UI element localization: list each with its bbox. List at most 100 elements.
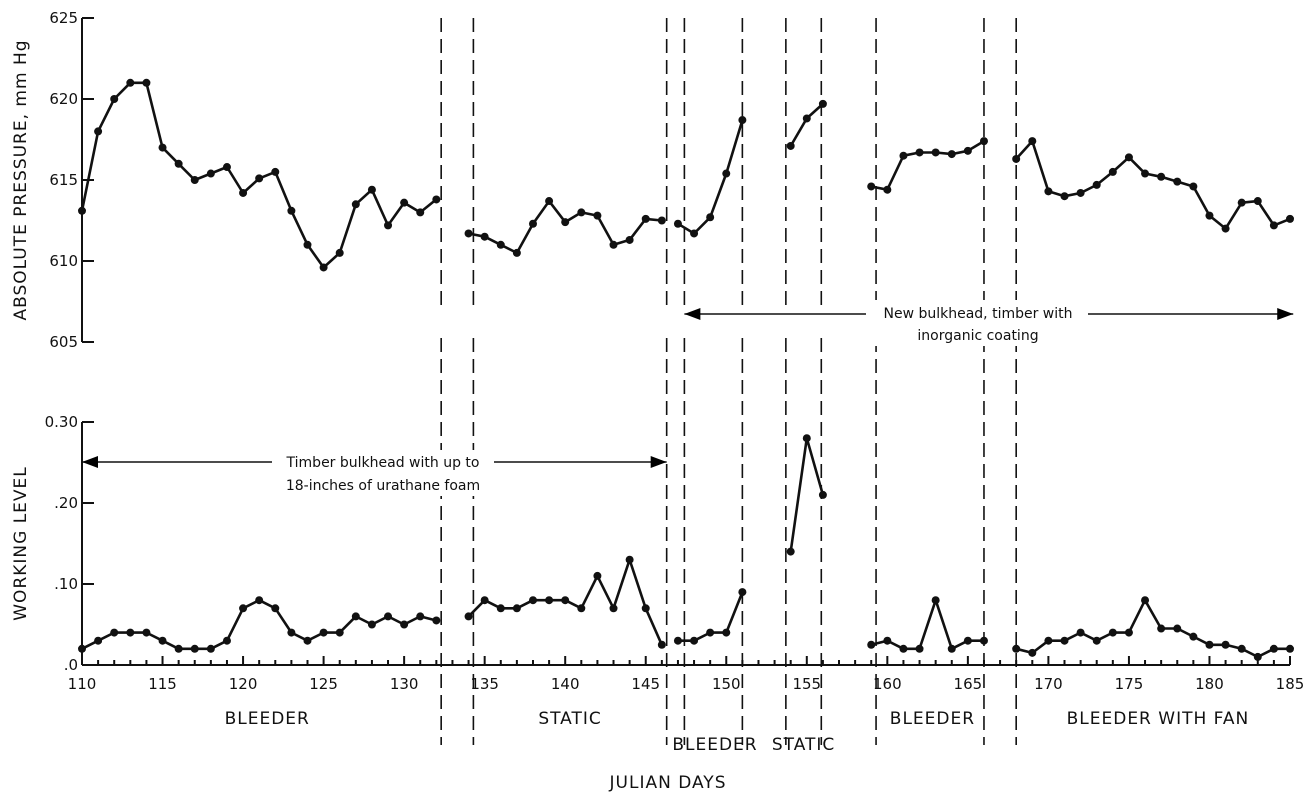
working-level-data-point <box>335 628 344 637</box>
working-level-data-point <box>1253 652 1262 661</box>
pressure-data-point <box>126 78 135 87</box>
pressure-data-point <box>480 232 489 241</box>
timber-bulkhead-arrow-head-right <box>650 456 667 468</box>
pressure-data-point <box>979 137 988 146</box>
working-level-data-point <box>609 604 618 613</box>
pressure-y-tick-label: 615 <box>49 171 78 189</box>
working-level-data-point <box>303 636 312 645</box>
x-tick-label: 160 <box>873 675 902 693</box>
x-tick-label: 120 <box>229 675 258 693</box>
pressure-data-point <box>384 221 393 230</box>
pressure-data-point <box>947 150 956 159</box>
axes: 625 620 615 610 605 ABSOLUTE PRESSURE, mm Hg 0… <box>11 9 1304 693</box>
working-level-data-point <box>1286 644 1294 653</box>
working-level-data-point <box>883 636 892 645</box>
annotations: BLEEDER STATIC BLEEDER STATIC BLEEDER BLEEDER… <box>82 300 1294 755</box>
x-tick-label: 125 <box>309 675 338 693</box>
pressure-data-point <box>335 248 344 257</box>
new-bulkhead-annotation-line1: New bulkhead, timber with <box>883 306 1072 322</box>
working-level-data-point <box>142 628 151 637</box>
phase-label-bleeder: BLEEDER <box>225 709 310 729</box>
pressure-data-point <box>706 213 715 222</box>
working-level-data-point <box>818 490 827 499</box>
pressure-data-point <box>867 182 876 191</box>
x-tick-label: 155 <box>792 675 821 693</box>
pressure-data-point <box>1076 188 1085 197</box>
working-level-data-point <box>94 636 103 645</box>
pressure-data-point <box>883 185 892 194</box>
x-tick-label: 145 <box>631 675 660 693</box>
pressure-y-axis-title: ABSOLUTE PRESSURE, mm Hg <box>11 39 31 320</box>
working-level-y-tick-label: 0.30 <box>45 413 78 431</box>
pressure-data-point <box>1221 224 1230 233</box>
x-tick-label: 135 <box>470 675 499 693</box>
pressure-data-point <box>303 240 312 249</box>
working-level-data-point <box>190 644 199 653</box>
working-level-data-point <box>1141 596 1150 605</box>
pressure-data-point <box>786 141 795 150</box>
pressure-data-point <box>1253 197 1262 206</box>
working-level-data-point <box>1205 640 1214 649</box>
working-level-data-point <box>1173 624 1182 633</box>
working-level-data-point <box>963 636 972 645</box>
pressure-data-point <box>432 195 441 204</box>
pressure-data-point <box>142 78 151 87</box>
pressure-data-point <box>802 114 811 123</box>
working-level-data-point <box>593 571 602 580</box>
x-tick-label: 175 <box>1115 675 1144 693</box>
working-level-data-point <box>528 596 537 605</box>
pressure-data-point <box>496 240 505 249</box>
pressure-data-point <box>1012 154 1021 163</box>
pressure-data-point <box>1173 177 1182 186</box>
working-level-data-point <box>1092 636 1101 645</box>
pressure-data-point <box>319 263 328 272</box>
working-level-y-tick-label: .0 <box>64 656 78 674</box>
working-level-data-point <box>400 620 409 629</box>
working-level-data-point <box>641 604 650 613</box>
pressure-series-line-3 <box>789 102 824 147</box>
pressure-data-point <box>94 127 103 136</box>
working-level-data-point <box>722 628 731 637</box>
pressure-data-point <box>1044 187 1053 196</box>
pressure-data-point <box>271 167 280 176</box>
pressure-data-point <box>464 229 473 238</box>
x-tick-label: 140 <box>551 675 580 693</box>
working-level-series-line-3 <box>789 436 825 552</box>
pressure-data-point <box>561 218 570 227</box>
pressure-data-point <box>416 208 425 217</box>
pressure-y-tick-label: 605 <box>49 333 78 351</box>
working-level-data-point <box>947 644 956 653</box>
pressure-data-point <box>158 143 167 152</box>
phase-label-bleeder: BLEEDER <box>672 735 757 755</box>
phase-label-bleeder: BLEEDER <box>890 709 975 729</box>
pressure-y-tick-label: 610 <box>49 252 78 270</box>
pressure-data-point <box>657 216 666 225</box>
working-level-data-point <box>738 588 747 597</box>
working-level-data-point <box>384 612 393 621</box>
working-level-data-point <box>915 644 924 653</box>
working-level-y-tick-label: .10 <box>54 575 78 593</box>
pressure-data-point <box>78 206 86 215</box>
working-level-data-point <box>174 644 183 653</box>
series <box>78 78 1294 661</box>
pressure-data-point <box>899 151 908 160</box>
working-level-data-point <box>657 640 666 649</box>
working-level-data-point <box>110 628 119 637</box>
pressure-y-tick-label: 625 <box>49 9 78 27</box>
pressure-data-point <box>1108 167 1117 176</box>
pressure-data-point <box>110 95 119 103</box>
pressure-data-point <box>625 235 634 244</box>
pressure-data-point <box>1269 221 1278 230</box>
working-level-data-point <box>899 644 908 653</box>
pressure-series-line-5 <box>1015 139 1291 230</box>
working-level-data-point <box>126 628 135 637</box>
pressure-data-point <box>577 208 586 217</box>
working-level-data-point <box>1076 628 1085 637</box>
working-level-series-line-0 <box>81 598 437 651</box>
working-level-series-line-5 <box>1015 598 1290 659</box>
phase-label-static: STATIC <box>772 735 835 755</box>
working-level-data-point <box>271 604 280 613</box>
pressure-data-point <box>190 176 199 184</box>
pressure-data-point <box>287 206 296 215</box>
working-level-data-point <box>1028 648 1037 657</box>
